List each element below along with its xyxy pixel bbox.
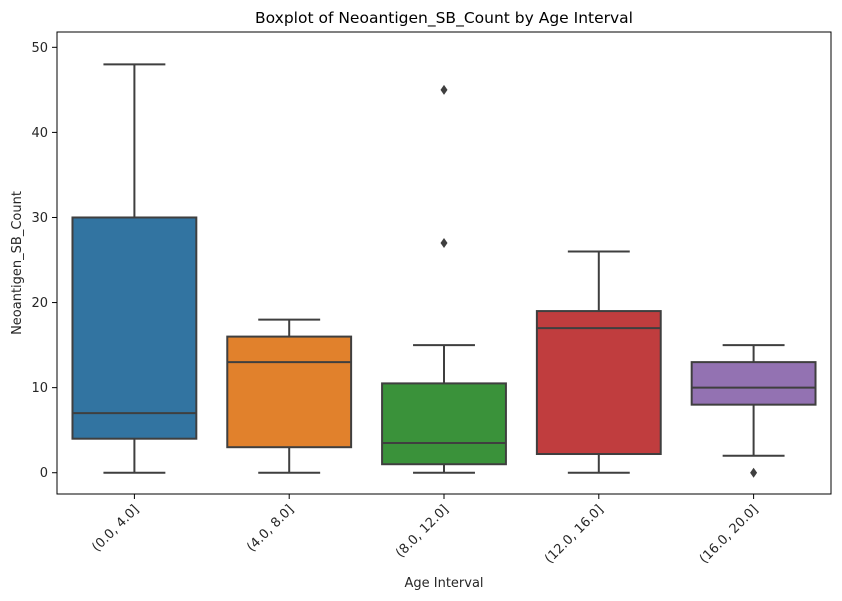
x-axis: (0.0, 4.0] (4.0, 8.0] (8.0, 12.0] (12.0, 16… — [89, 494, 761, 567]
chart-title: Boxplot of Neoantigen_SB_Count by Age In… — [255, 9, 633, 28]
y-tick-label: 0 — [40, 466, 48, 481]
box-group — [71, 63, 198, 474]
box-group — [690, 344, 817, 478]
y-tick-label: 30 — [31, 211, 48, 226]
iqr-box — [381, 382, 507, 466]
box-group — [535, 250, 662, 474]
x-tick-label: (16.0, 20.0] — [697, 502, 762, 567]
plot-area — [71, 63, 817, 478]
outlier-point — [750, 467, 758, 478]
iqr-box — [71, 216, 198, 440]
y-tick-label: 50 — [31, 41, 48, 56]
iqr-box — [690, 361, 817, 406]
y-tick-label: 40 — [31, 126, 48, 141]
x-tick-label: (8.0, 12.0] — [393, 502, 452, 561]
box-group — [381, 84, 507, 474]
x-axis-label: Age Interval — [404, 576, 483, 591]
y-axis: 0 10 20 30 40 50 — [31, 41, 57, 481]
y-tick-label: 10 — [31, 381, 48, 396]
x-tick-label: (0.0, 4.0] — [89, 502, 142, 555]
x-tick-label: (4.0, 8.0] — [244, 502, 297, 555]
y-axis-label: Neoantigen_SB_Count — [10, 191, 25, 335]
outlier-point — [440, 238, 448, 249]
x-tick-label: (12.0, 16.0] — [542, 502, 607, 567]
iqr-box — [226, 335, 353, 449]
outlier-point — [440, 84, 448, 95]
iqr-box — [535, 310, 662, 456]
box-group — [226, 318, 353, 474]
y-tick-label: 20 — [31, 296, 48, 311]
